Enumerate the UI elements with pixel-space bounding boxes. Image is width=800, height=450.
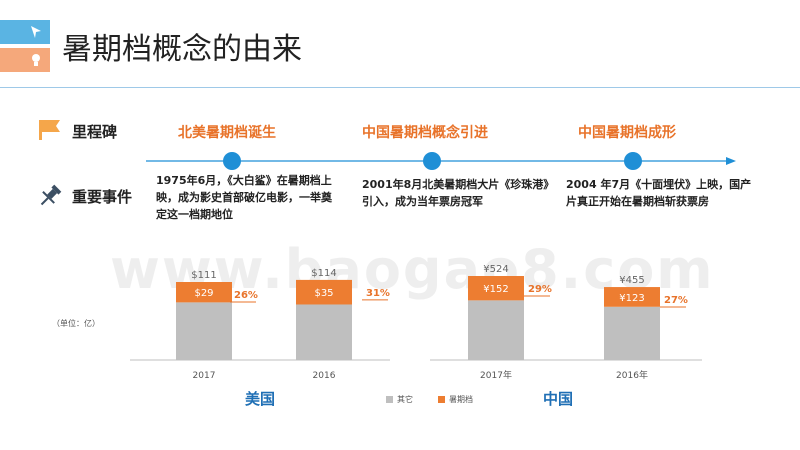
total-label: $114 (311, 268, 336, 279)
chart-cn: ¥524 ¥152 29% 2017年 ¥455 ¥123 27% 2016年 (430, 264, 702, 381)
bar-summer (468, 276, 524, 301)
total-label: $111 (191, 270, 216, 281)
bar-summer (176, 282, 232, 303)
page-title: 暑期档概念的由来 (62, 32, 302, 67)
legend-other-label: 其它 (397, 395, 413, 404)
timeline-node-3 (624, 152, 642, 170)
header-divider (0, 87, 800, 88)
summer-value-label: $35 (314, 288, 333, 299)
bar-other (296, 304, 352, 360)
logo-bottom-block (0, 48, 50, 72)
logo-top-block (0, 20, 50, 44)
bar-other (176, 302, 232, 360)
milestone-3: 中国暑期档成形 (578, 125, 676, 141)
bar-other (468, 300, 524, 360)
share-label: 29% (528, 284, 552, 295)
category-label: 2017年 (480, 369, 512, 381)
bar-summer (296, 279, 352, 305)
milestone-row-label: 里程碑 (72, 123, 118, 141)
pushpin-icon (40, 184, 62, 206)
category-label: 2016 (313, 371, 336, 381)
legend-summer: 暑期档 (438, 394, 473, 405)
event-1: 1975年6月，《大白鲨》在暑期档上映，成为影史首部破亿电影，一举奠定这一档期地… (156, 174, 332, 221)
share-label: 26% (234, 290, 258, 301)
bar-other (604, 306, 660, 360)
summer-value-label: $29 (194, 288, 213, 299)
category-label: 2017 (193, 371, 216, 381)
region-label-cn: 中国 (543, 390, 574, 408)
milestone-2: 中国暑期档概念引进 (362, 125, 488, 141)
total-label: ¥455 (619, 275, 644, 286)
milestone-1: 北美暑期档诞生 (178, 125, 276, 141)
region-label-us: 美国 (245, 390, 276, 408)
event-row-label: 重要事件 (72, 188, 133, 206)
compass-icon (31, 26, 41, 38)
lightbulb-icon (32, 54, 40, 66)
timeline-node-1 (223, 152, 241, 170)
share-label: 27% (664, 295, 688, 306)
flag-icon (39, 120, 60, 140)
category-label: 2016年 (616, 369, 648, 381)
legend-other-swatch (386, 396, 393, 403)
total-label: ¥524 (483, 264, 508, 275)
timeline (146, 152, 736, 170)
unit-label: （单位：亿） (52, 319, 100, 328)
legend-other: 其它 (386, 394, 413, 405)
legend-summer-label: 暑期档 (449, 395, 473, 404)
event-2: 2001年8月北美暑期档大片《珍珠港》引入，成为当年票房冠军 (362, 178, 549, 208)
chart-us: $111 $29 26% 2017 $114 $35 31% 2016 (130, 268, 390, 381)
bar-summer (604, 287, 660, 307)
summer-value-label: ¥123 (619, 293, 644, 304)
share-label: 31% (366, 288, 390, 299)
legend-summer-swatch (438, 396, 445, 403)
event-3: 2004 年7月《十面埋伏》上映，国产片真正开始在暑期档斩获票房 (566, 178, 752, 208)
summer-value-label: ¥152 (483, 284, 508, 295)
timeline-node-2 (423, 152, 441, 170)
